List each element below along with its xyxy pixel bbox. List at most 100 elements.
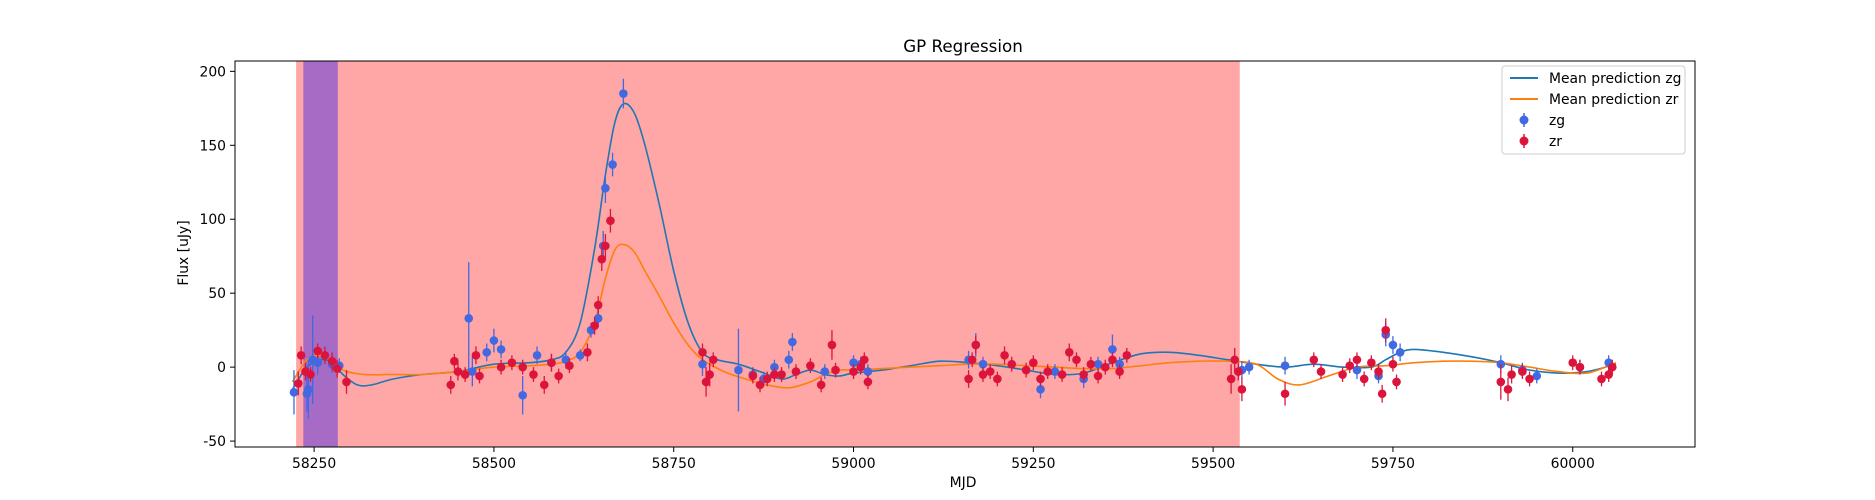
y-tick-label: 0: [217, 360, 226, 376]
marker-zg: [304, 385, 313, 394]
data-point-zr: [748, 368, 758, 384]
data-point-zr: [971, 336, 981, 354]
marker-zr: [593, 300, 603, 310]
marker-zr: [1604, 370, 1613, 379]
data-point-zg: [575, 349, 585, 362]
marker-zr: [1234, 367, 1243, 376]
data-point-zg: [1050, 364, 1060, 379]
shaded-regions: [296, 61, 1240, 447]
data-point-zr: [1388, 356, 1398, 372]
marker-zg: [788, 337, 797, 347]
data-point-zr: [1108, 352, 1117, 368]
data-point-zr: [453, 362, 463, 381]
marker-zg: [734, 365, 743, 375]
marker-zr: [755, 380, 765, 390]
data-point-zr: [964, 370, 973, 388]
data-point-zr: [1226, 364, 1236, 394]
marker-zr: [590, 321, 599, 331]
data-point-zg: [496, 340, 506, 359]
data-point-zr: [446, 376, 456, 394]
marker-zr: [547, 358, 556, 368]
data-point-zg: [1244, 359, 1254, 375]
legend-label-zg: zg: [1549, 113, 1565, 129]
marker-zr: [777, 370, 786, 379]
data-point-zr: [698, 343, 707, 362]
marker-zr: [453, 367, 463, 376]
marker-zr: [985, 367, 995, 376]
marker-zr: [1064, 348, 1074, 357]
marker-zr: [293, 379, 303, 388]
marker-zr: [708, 355, 718, 365]
shaded-region-0: [296, 61, 1240, 447]
data-point-zr: [507, 355, 517, 371]
data-point-zr: [601, 234, 610, 258]
data-point-zr: [1496, 364, 1506, 400]
data-point-zr: [1234, 362, 1243, 381]
marker-zr: [460, 370, 470, 379]
data-point-zr: [593, 296, 603, 314]
marker-zr: [971, 340, 981, 350]
data-point-zr: [1093, 368, 1103, 384]
legend: Mean prediction zg Mean prediction zr zg…: [1501, 65, 1686, 155]
observation-points: [289, 78, 1617, 419]
chart-title: GP Regression: [903, 36, 1023, 56]
data-point-zr: [856, 359, 866, 375]
marker-zr: [606, 216, 615, 226]
marker-zg: [601, 183, 610, 193]
data-point-zr: [1607, 359, 1617, 375]
data-point-zg: [784, 350, 794, 369]
data-point-zr: [777, 367, 786, 382]
marker-zr: [1316, 367, 1326, 376]
marker-zr: [964, 374, 973, 384]
y-tick-label: 200: [199, 64, 226, 80]
marker-zr: [856, 362, 866, 372]
marker-zr: [806, 361, 815, 370]
marker-zr: [1507, 370, 1516, 379]
data-point-zr: [1100, 359, 1110, 375]
data-point-zr: [701, 367, 711, 397]
marker-zr: [1057, 370, 1067, 379]
data-point-zr: [583, 343, 592, 362]
marker-zr: [1021, 365, 1031, 375]
data-point-zr: [1036, 371, 1045, 387]
data-point-zr: [1000, 346, 1009, 365]
data-point-zr: [1604, 367, 1613, 382]
data-point-zr: [1392, 374, 1401, 390]
marker-zr: [1230, 355, 1240, 365]
marker-zg: [313, 358, 323, 368]
data-point-zr: [1338, 367, 1347, 382]
data-point-zr: [1597, 371, 1606, 387]
data-point-zr: [1072, 352, 1081, 368]
data-point-zg: [608, 152, 617, 177]
data-point-zg: [464, 262, 474, 375]
marker-zg: [1532, 371, 1542, 381]
marker-zg: [496, 345, 506, 354]
marker-zr: [583, 348, 592, 357]
data-point-zr: [1518, 364, 1527, 379]
legend-label-zg-line: Mean prediction zg: [1549, 71, 1681, 87]
marker-zr: [701, 377, 711, 387]
marker-zr: [748, 371, 758, 381]
x-tick-label: 58750: [652, 456, 696, 472]
marker-zr: [342, 377, 351, 387]
marker-zr: [475, 371, 484, 381]
marker-zr: [849, 367, 858, 376]
marker-zr: [471, 351, 481, 360]
marker-zr: [320, 351, 330, 360]
data-point-zr: [1237, 377, 1247, 402]
marker-zr: [1122, 351, 1132, 360]
marker-zg: [619, 89, 628, 98]
marker-zg: [532, 351, 542, 360]
marker-zr: [296, 351, 306, 360]
data-point-zr: [1367, 355, 1376, 371]
marker-zr: [1352, 355, 1362, 365]
data-point-zr: [1021, 362, 1031, 378]
x-tick-label: 59250: [1011, 456, 1055, 472]
data-point-zr: [327, 352, 337, 371]
legend-swatch-zr-marker: [1519, 136, 1529, 146]
marker-zr: [1237, 385, 1247, 394]
data-point-zr: [306, 367, 315, 382]
data-point-zr: [547, 353, 556, 372]
marker-zg: [698, 359, 707, 369]
data-point-zr: [460, 367, 470, 382]
